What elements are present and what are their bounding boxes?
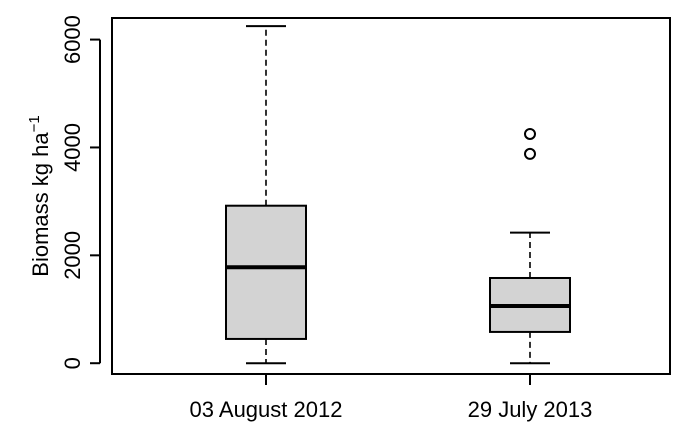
y-tick-label: 4000 (60, 123, 85, 172)
y-tick-label: 0 (60, 357, 85, 369)
y-tick-label: 6000 (60, 15, 85, 64)
outlier-point (524, 127, 536, 140)
box-2 (489, 127, 571, 365)
boxes (225, 25, 571, 365)
x-axis: 03 August 2012 29 July 2013 (190, 373, 593, 422)
iqr-box (225, 204, 307, 340)
y-axis-label: Biomass kg ha−1 (26, 115, 53, 276)
outlier-point (524, 147, 536, 160)
y-axis: 0 2000 4000 6000 (60, 15, 101, 369)
y-tick-label: 2000 (60, 231, 85, 280)
plot-frame (111, 17, 671, 375)
x-tick-label: 29 July 2013 (468, 397, 593, 422)
box-1 (225, 25, 307, 365)
x-tick-label: 03 August 2012 (190, 397, 343, 422)
